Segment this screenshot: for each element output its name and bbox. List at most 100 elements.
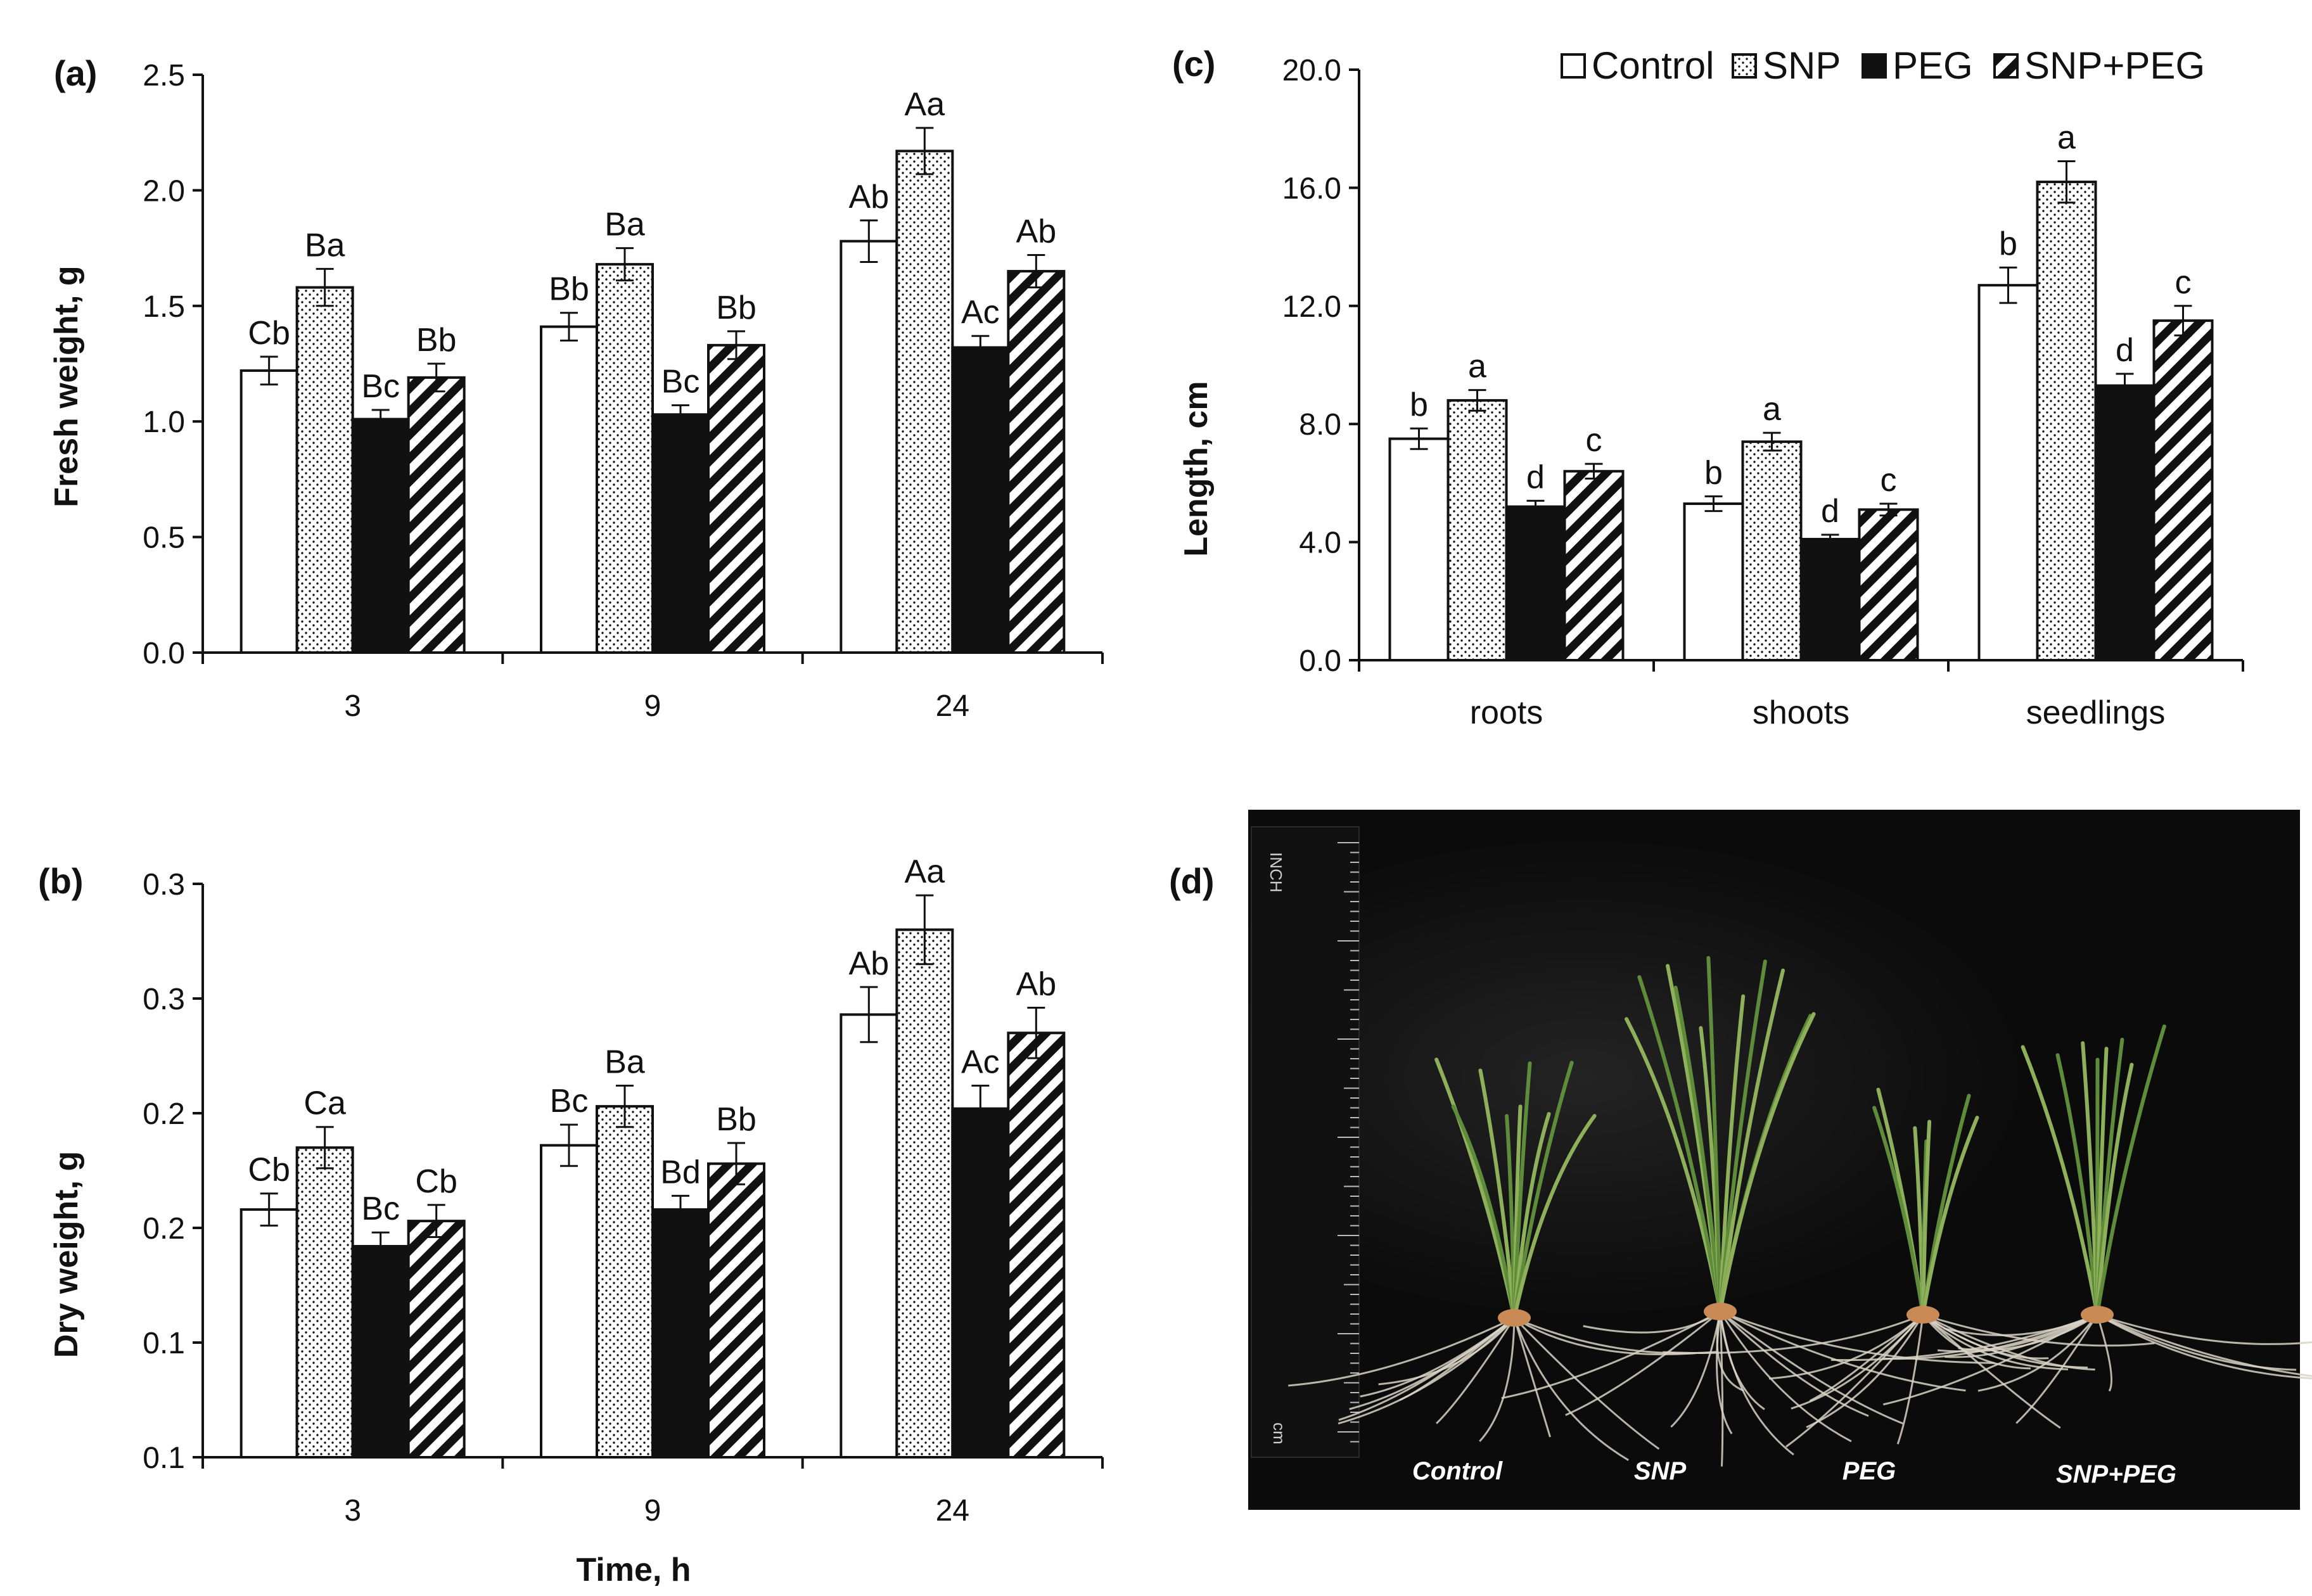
root-strand [1977,1314,2098,1392]
root-strand [1720,1310,1966,1392]
panel-c-bar-snp-peg [1858,508,1919,662]
panel-a-bar-label: Ab [1016,214,1057,250]
panel-c-bar-label: d [1821,493,1839,530]
panel-b-bar-label: Bc [361,1191,400,1227]
root-strand [1513,1317,1629,1461]
panel-b-bar-snp-peg [1007,1031,1066,1459]
panel-c-bar-label: a [1763,391,1781,428]
legend-label-snp: SNP [1763,44,1841,87]
root-strand [1338,1317,1516,1425]
seedling-plant [1663,1087,2155,1448]
panel-b-bar-label: Ca [303,1085,346,1122]
panel-a-bar-control [240,369,298,654]
panel-d-seedling-photo: (d) INCH cm Control SNP PEG SNP+PEG [1140,810,2312,1510]
panel-b-bar-label: Bd [660,1154,701,1191]
leaf-blade [2095,1024,2166,1317]
leaf-blade [2095,1063,2134,1317]
leaf-blade [1512,1061,1532,1320]
root-strand [1288,1317,1515,1387]
leaf-blade [1718,1012,1816,1313]
panel-c-bar-snp [1741,440,1803,661]
panel-b-bar-label: Cb [415,1163,457,1200]
panel-a-bar-snp [295,286,354,654]
root-strand [2097,1313,2312,1377]
root-strand [1514,1317,1696,1356]
panel-b-bar-control [540,1144,598,1459]
panel-b-tag: (b) [38,861,84,901]
photo-label-snp-peg: SNP+PEG [2056,1460,2176,1488]
leaf-blade [2055,1053,2099,1317]
root-strand [1670,1311,1721,1428]
panel-b-y-tick-label: 0.2 [143,1097,185,1131]
root-strand [1436,1317,1516,1424]
panel-a-bar-control [840,239,898,654]
panel-b-plot-area: 0.1 0.1 0.2 0.2 0.3 0.3 3 Cb Ca Bc Cb 9 Bc Ba Bd Bb 24 Ab… [143,853,1104,1528]
leaf-blade [1673,985,1722,1313]
panel-b-bar-control [840,1013,898,1459]
panel-b-bar-label: Ab [849,945,890,982]
panel-a-y-tick-label: 2.5 [143,59,185,93]
panel-a-bar-label: Bc [661,364,700,400]
root-strand [2097,1313,2297,1371]
panel-c-bar-label: c [1881,462,1897,499]
panel-c-bar-label: b [1410,386,1428,423]
panel-c-bar-peg [1505,505,1566,661]
legend-label-peg: PEG [1893,44,1973,87]
root-strand [1945,1313,2098,1358]
panel-a-bar-peg [951,346,1010,654]
root-strand [1663,1313,1924,1355]
legend-swatch-control [1561,53,1586,79]
panel-c-length-chart: (c) Length, cm 0.0 4.0 8.0 12.0 16.0 20.0 root… [1172,44,2244,731]
panel-a-bar-label: Bb [416,322,457,359]
leaf-blade [1872,1106,1925,1317]
panel-b-bar-snp [596,1105,654,1459]
seed-cluster [1498,1309,1531,1327]
root-strand [1583,1310,1721,1334]
panel-c-bar-label: c [1586,422,1602,459]
panel-b-bar-label: Aa [905,853,945,890]
root-strand [1501,1310,1721,1400]
seedling-plant [1831,1024,2312,1424]
photo-label-control: Control [1412,1457,1503,1485]
legend-swatch-snp-peg [1993,53,2019,79]
panel-c-bar-label: b [1704,454,1723,491]
panel-c-bar-label: a [1468,348,1486,385]
panel-c-bar-control [1388,437,1450,661]
root-strand [1565,1310,1721,1416]
root-strand [1719,1310,1869,1417]
root-strand [2015,1314,2098,1424]
panel-b-category-label: 24 [936,1494,969,1528]
panel-b-bar-label: Bc [550,1083,589,1120]
panel-b-bar-control [240,1208,298,1459]
photo-label-peg: PEG [1843,1457,1896,1485]
panel-b-bar-label: Ac [961,1044,1000,1081]
panel-a-bar-label: Ab [849,179,890,215]
panel-c-y-tick-label: 0.0 [1299,644,1341,678]
panel-a-bar-snp [895,150,954,654]
leaf-blade [1451,1104,1516,1320]
panel-a-bar-peg [351,418,410,654]
leaf-blade [1512,1114,1597,1320]
panel-a-bar-label: Ac [961,294,1000,331]
root-strand [2097,1313,2312,1380]
panel-a-y-tick-label: 0.0 [143,637,185,670]
panel-c-bar-control [1683,502,1744,662]
leaf-blade [1512,1112,1551,1320]
ruler-body [1251,826,1360,1458]
root-strand [2096,1314,2112,1392]
root-strand [1360,1317,1515,1398]
panel-a-y-tick-label: 0.5 [143,521,185,555]
leaf-blade [1921,1115,1979,1317]
leaf-blade [1718,968,1785,1313]
root-strand [1720,1310,1995,1364]
root-strand [1791,1314,1924,1410]
panel-c-tag: (c) [1172,44,1215,84]
panel-c-bar-label: d [2116,332,2134,369]
leaf-blade [1706,955,1722,1313]
panel-b-bar-snp-peg [707,1162,765,1459]
panel-b-y-tick-label: 0.3 [143,983,185,1016]
panel-b-bar-snp [895,928,954,1459]
panel-a-bar-snp-peg [707,343,765,654]
panel-c-y-tick-label: 12.0 [1282,290,1341,324]
panel-a-y-tick-label: 1.5 [143,290,185,324]
